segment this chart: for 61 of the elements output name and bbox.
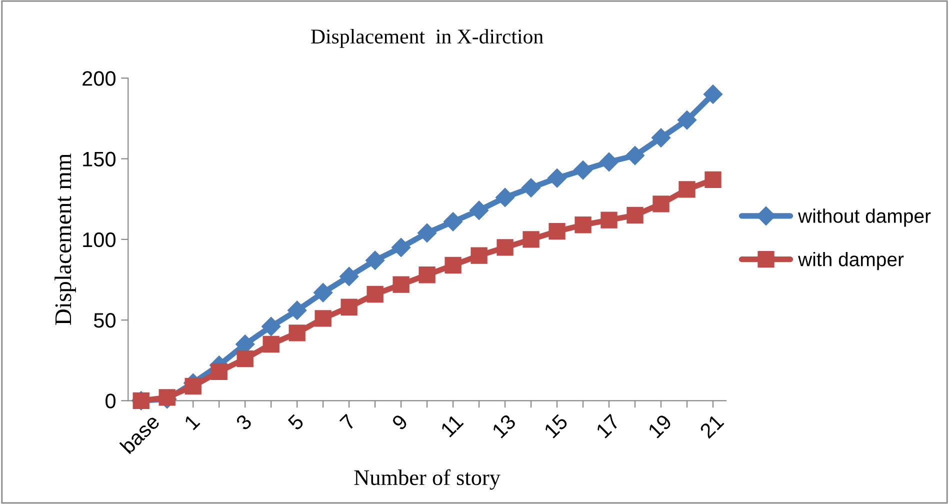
y-tick-label: 200 — [82, 71, 116, 86]
point — [626, 206, 644, 224]
point — [288, 324, 306, 342]
y-tick-label: 100 — [83, 232, 116, 248]
x-tick-label: 19 — [647, 414, 672, 439]
point — [470, 247, 488, 264]
point — [522, 231, 540, 248]
point — [521, 178, 541, 198]
point — [496, 239, 514, 256]
point — [158, 389, 176, 406]
point — [314, 310, 332, 327]
point — [366, 286, 384, 303]
point — [677, 110, 697, 130]
point — [366, 250, 385, 270]
y-tick-label: 150 — [83, 152, 116, 167]
point — [314, 283, 333, 302]
point — [574, 216, 592, 234]
point — [548, 223, 566, 240]
x-tick-label: 5 — [287, 414, 305, 431]
x-axis-title: Number of story — [354, 469, 500, 490]
point — [678, 181, 696, 198]
point — [625, 146, 645, 166]
y-tick-label: 50 — [94, 313, 116, 328]
point — [210, 363, 228, 380]
point — [262, 336, 280, 353]
point — [651, 128, 671, 148]
legend-label: with damper — [798, 252, 904, 270]
point — [418, 266, 436, 284]
point — [288, 300, 307, 320]
point — [418, 223, 437, 242]
point — [340, 298, 358, 316]
point — [600, 212, 618, 228]
x-tick-label: 17 — [596, 414, 620, 438]
x-tick-label: 7 — [339, 414, 356, 431]
point — [262, 316, 281, 336]
x-tick-label: 13 — [491, 414, 517, 439]
point — [470, 200, 489, 220]
x-tick-label: 9 — [391, 414, 408, 431]
point — [444, 256, 462, 274]
point — [496, 188, 515, 207]
point — [652, 196, 670, 212]
point — [547, 168, 567, 188]
point — [236, 350, 254, 368]
point — [392, 238, 411, 257]
point — [704, 171, 722, 188]
point — [703, 84, 723, 104]
y-tick-label: 0 — [106, 394, 116, 408]
x-tick-label: 15 — [544, 414, 569, 439]
legend-label: without damper — [798, 208, 931, 227]
x-tick-label: 3 — [235, 414, 252, 431]
point — [573, 160, 593, 180]
chart-title: Displacement in X-dirction — [311, 28, 544, 48]
point — [599, 152, 619, 172]
point — [184, 378, 202, 394]
point — [392, 276, 410, 293]
x-tick-label: 11 — [440, 414, 464, 438]
x-tick-label: 1 — [184, 414, 200, 430]
x-tick-label: 21 — [699, 414, 724, 439]
point — [340, 266, 359, 286]
y-axis-title: Displacement mm — [54, 154, 76, 325]
point — [444, 212, 463, 232]
